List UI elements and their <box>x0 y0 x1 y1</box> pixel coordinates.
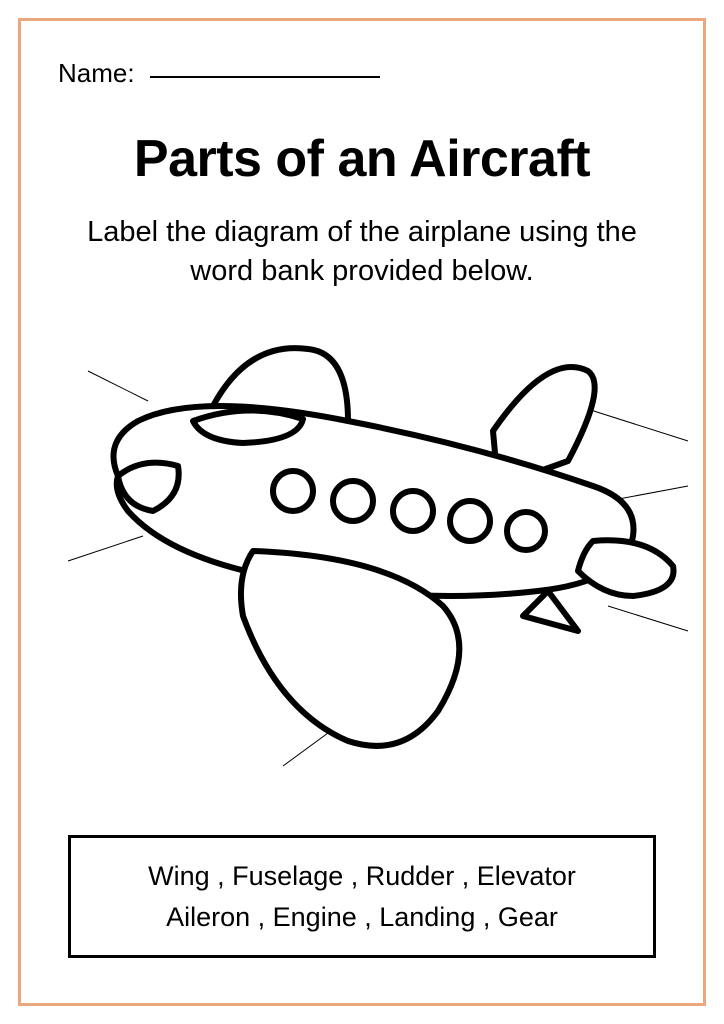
word-bank-line-2: Aileron , Engine , Landing , Gear <box>81 897 643 938</box>
airplane-outline <box>114 348 674 746</box>
worksheet-content: Name: Parts of an Aircraft Label the dia… <box>18 18 706 1006</box>
name-input-line[interactable] <box>150 76 380 78</box>
page-title: Parts of an Aircraft <box>48 129 676 189</box>
name-field-row: Name: <box>58 58 676 89</box>
instructions-text: Label the diagram of the airplane using … <box>48 213 676 291</box>
word-bank-box: Wing , Fuselage , Rudder , Elevator Aile… <box>68 835 656 958</box>
name-label: Name: <box>58 58 135 88</box>
word-bank-line-1: Wing , Fuselage , Rudder , Elevator <box>81 856 643 897</box>
airplane-diagram <box>48 311 676 791</box>
airplane-svg <box>48 311 708 791</box>
